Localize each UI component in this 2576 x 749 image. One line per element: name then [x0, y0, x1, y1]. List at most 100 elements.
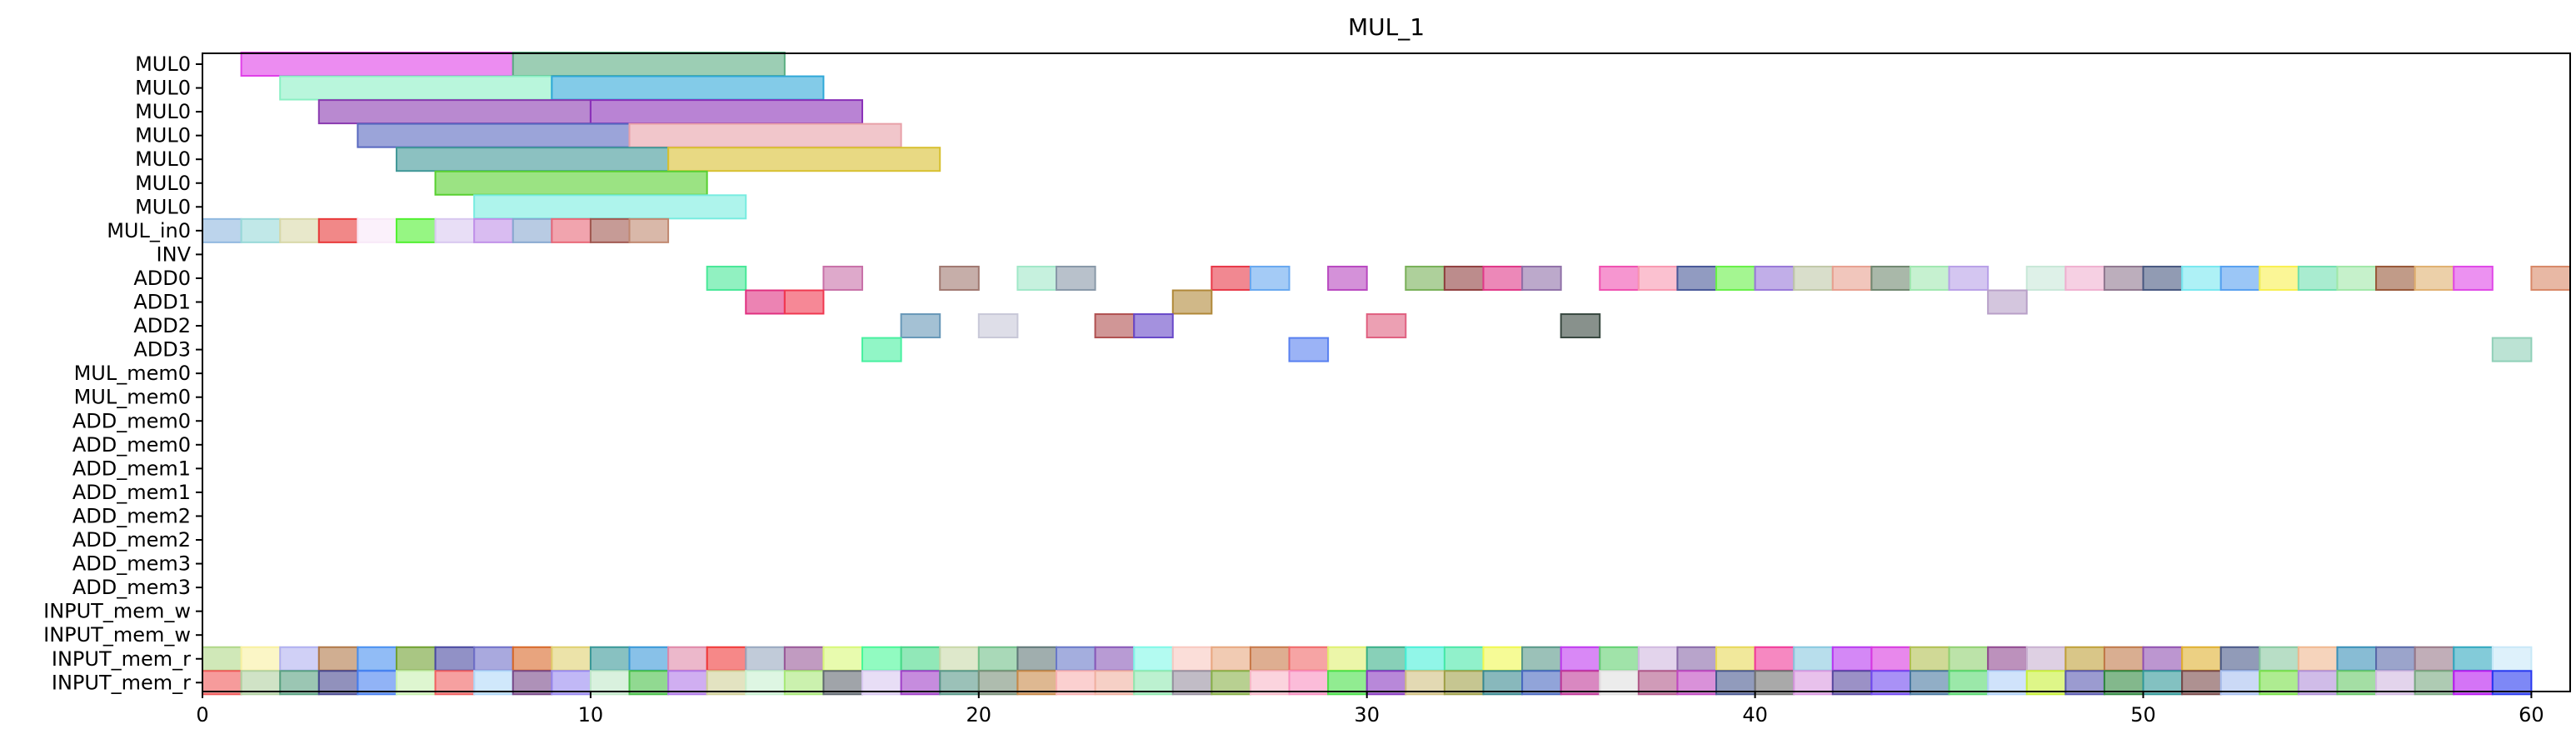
task-bar: [551, 217, 592, 243]
task-bar: [357, 122, 631, 148]
row-label: MUL_mem0: [74, 362, 191, 385]
task-bar: [1482, 265, 1524, 291]
task-bar: [939, 265, 980, 291]
task-bar: [2064, 646, 2105, 672]
task-bar: [1055, 670, 1096, 696]
row-label: INPUT_mem_r: [52, 647, 191, 671]
task-bar: [434, 646, 476, 672]
task-bar: [628, 217, 670, 243]
task-bar: [1327, 265, 1368, 291]
task-bar: [2103, 670, 2144, 696]
task-bar: [1482, 670, 1524, 696]
task-bar: [1055, 265, 1096, 291]
task-bar: [357, 646, 397, 672]
task-bar: [1560, 670, 1601, 696]
task-bar: [202, 217, 242, 243]
task-bar: [279, 217, 320, 243]
task-bar: [1211, 646, 1251, 672]
task-bar: [279, 646, 320, 672]
task-bar: [2181, 646, 2222, 672]
row-label: INPUT_mem_w: [43, 600, 191, 623]
task-bar: [1249, 670, 1290, 696]
task-bar: [1249, 646, 1290, 672]
task-bar: [1909, 646, 1950, 672]
row-label: MUL_in0: [107, 219, 191, 242]
task-bar: [1909, 670, 1950, 696]
x-tick-label: 50: [2130, 703, 2156, 727]
task-bar: [2297, 646, 2339, 672]
task-bar: [2530, 265, 2572, 291]
task-bar: [589, 217, 631, 243]
task-bar: [512, 646, 553, 672]
task-bar: [1715, 646, 1756, 672]
task-bar: [317, 99, 592, 125]
task-bar: [1521, 265, 1562, 291]
task-bar: [939, 646, 980, 672]
task-bar: [977, 670, 1019, 696]
task-bar: [434, 670, 476, 696]
task-bar: [551, 646, 592, 672]
task-bar: [1094, 646, 1136, 672]
task-bar: [434, 217, 476, 243]
row-label: ADD1: [133, 291, 191, 314]
task-bar: [939, 670, 980, 696]
task-bar: [512, 52, 786, 77]
task-bar: [473, 217, 514, 243]
task-bar: [1016, 265, 1057, 291]
task-bar: [473, 670, 514, 696]
task-bar: [1948, 670, 1989, 696]
task-bar: [1055, 646, 1096, 672]
task-bar: [395, 147, 670, 172]
task-bar: [1793, 670, 1834, 696]
row-label: MUL0: [135, 172, 191, 195]
task-bar: [2491, 670, 2533, 696]
row-label: ADD_mem3: [72, 552, 191, 576]
task-bar: [1715, 670, 1756, 696]
task-bar: [1831, 646, 1873, 672]
task-bar: [1211, 265, 1251, 291]
row-label: MUL0: [135, 100, 191, 123]
task-bar: [2025, 646, 2067, 672]
task-bar: [240, 52, 514, 77]
task-bar: [2064, 670, 2105, 696]
row-label: MUL0: [135, 77, 191, 100]
task-bar: [1133, 670, 1174, 696]
task-bar: [1133, 313, 1174, 339]
task-bar: [2181, 265, 2222, 291]
row-label: ADD_mem0: [72, 409, 191, 432]
chart-title: MUL_1: [1348, 13, 1425, 41]
task-bar: [2453, 646, 2494, 672]
task-bar: [783, 670, 825, 696]
task-bar: [589, 646, 631, 672]
task-bar: [1637, 265, 1679, 291]
task-bar: [2453, 670, 2494, 696]
task-bar: [1094, 313, 1136, 339]
task-bar: [2064, 265, 2105, 291]
task-bar: [357, 670, 397, 696]
task-bar: [1327, 646, 1368, 672]
x-tick-label: 10: [578, 703, 604, 727]
task-bar: [2259, 265, 2299, 291]
task-bar: [628, 646, 670, 672]
task-bar: [628, 122, 902, 148]
task-bar: [783, 289, 825, 315]
task-bars: [202, 52, 2572, 696]
task-bar: [1171, 289, 1213, 315]
row-label: ADD3: [133, 338, 191, 362]
task-bar: [473, 194, 747, 220]
task-bar: [2142, 646, 2184, 672]
task-bar: [240, 646, 282, 672]
task-bar: [1560, 313, 1601, 339]
task-bar: [1987, 289, 2028, 315]
task-bar: [2491, 337, 2533, 362]
task-bar: [1599, 646, 1640, 672]
task-bar: [1521, 670, 1562, 696]
task-bar: [1288, 646, 1330, 672]
task-bar: [1599, 670, 1640, 696]
task-bar: [2025, 670, 2067, 696]
task-bar: [1793, 265, 1834, 291]
row-labels: MUL0MUL0MUL0MUL0MUL0MUL0MUL0MUL_in0INVAD…: [43, 52, 202, 694]
task-bar: [512, 217, 553, 243]
task-bar: [628, 670, 670, 696]
task-bar: [1793, 646, 1834, 672]
